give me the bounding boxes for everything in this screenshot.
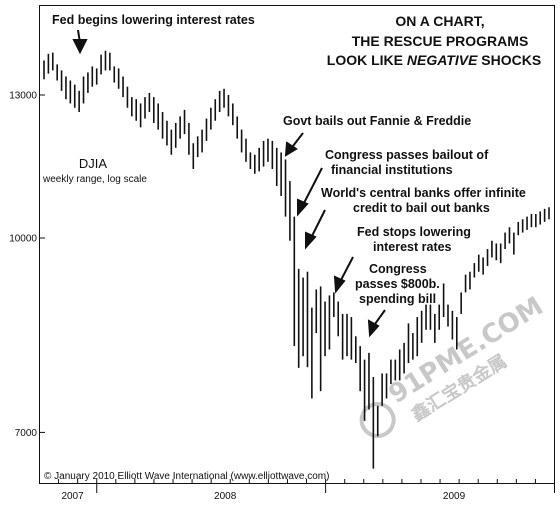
arrow-spending-bill	[367, 309, 386, 338]
arrow-fed-begins	[72, 29, 88, 55]
annotation-congress-bailout-2: financial institutions	[331, 163, 453, 177]
annotation-spending-bill-2: passes $800b.	[355, 277, 440, 291]
annotation-arrows	[72, 29, 386, 338]
y-tick-label: 10000	[9, 234, 37, 245]
plot-frame	[39, 5, 555, 484]
annotation-central-banks-2: credit to bail out banks	[353, 201, 490, 215]
annotation-central-banks-1: World's central banks offer infinite	[321, 186, 526, 200]
annotation-fed-begins: Fed begins lowering interest rates	[52, 13, 255, 27]
arrow-govt-bails	[284, 132, 304, 157]
y-tick-label: 13000	[9, 91, 37, 102]
title-emphasis: NEGATIVE	[407, 52, 478, 68]
x-tick-label: 2007	[61, 491, 84, 502]
series-name: DJIA	[79, 156, 108, 171]
title-line-3a: LOOK LIKE	[327, 52, 407, 68]
annotation-fed-stops-2: interest rates	[373, 240, 452, 254]
arrow-congress-bailout	[297, 167, 323, 217]
series-note: weekly range, log scale	[42, 174, 147, 185]
title-line-1: ON A CHART,	[395, 13, 484, 29]
x-tick-label: 2009	[443, 491, 466, 502]
annotation-spending-bill-3: spending bill	[359, 292, 436, 306]
annotation-spending-bill-1: Congress	[369, 262, 427, 276]
title-line-2: THE RESCUE PROGRAMS	[352, 33, 529, 49]
title-line-3b: SHOCKS	[477, 52, 541, 68]
arrow-central-banks	[305, 209, 326, 250]
y-tick-label: 7000	[15, 428, 38, 439]
annotation-fed-stops-1: Fed stops lowering	[357, 225, 471, 239]
title-line-3: LOOK LIKE NEGATIVE SHOCKS	[327, 52, 541, 68]
arrow-fed-stops	[333, 256, 354, 294]
copyright: © January 2010 Elliott Wave Internationa…	[44, 471, 329, 482]
annotation-govt-bails: Govt bails out Fannie & Freddie	[283, 114, 471, 128]
annotation-congress-bailout-1: Congress passes bailout of	[325, 148, 489, 162]
x-tick-label: 2008	[214, 491, 237, 502]
